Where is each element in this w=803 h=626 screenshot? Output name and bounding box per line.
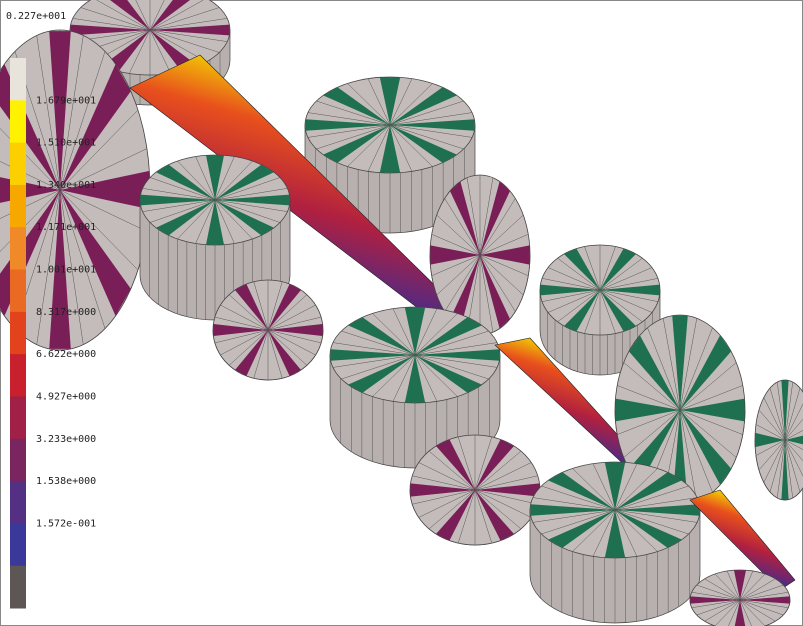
- legend-label: 1.171e+001: [36, 222, 96, 233]
- page: 1.679e+001 1.510e+001 1.340e+001 1.171e+001…: [0, 0, 803, 626]
- fea-view: 1.679e+001 1.510e+001 1.340e+001 1.171e+001…: [0, 0, 803, 626]
- roller: [530, 462, 700, 623]
- legend-swatch: [10, 354, 26, 397]
- legend-swatch: [10, 100, 26, 143]
- legend-label: 1.538e+000: [36, 476, 96, 487]
- legend-label: 3.233e+000: [36, 434, 96, 445]
- roller: [690, 570, 790, 626]
- legend-swatch: [10, 270, 26, 313]
- legend-swatch: [10, 185, 26, 228]
- legend-swatch: [10, 58, 26, 101]
- legend-label: 1.679e+001: [36, 95, 96, 106]
- legend-swatch: [10, 439, 26, 482]
- legend-swatch: [10, 227, 26, 270]
- legend-label: 1.001e+001: [36, 265, 96, 276]
- legend-label: 1.572e-001: [36, 518, 96, 529]
- legend-swatch: [10, 312, 26, 355]
- legend-label: 4.927e+000: [36, 391, 96, 402]
- legend-swatch: [10, 481, 26, 524]
- legend-title: 0.227e+001: [6, 11, 66, 22]
- roller: [410, 435, 540, 545]
- roller: [213, 280, 323, 380]
- legend-swatch: [10, 143, 26, 186]
- legend-swatch: [10, 523, 26, 566]
- legend-swatch: [10, 566, 26, 609]
- legend-label: 8.317e+000: [36, 307, 96, 318]
- legend-label: 1.340e+001: [36, 180, 96, 191]
- legend-label: 1.510e+001: [36, 138, 96, 149]
- legend-swatch: [10, 396, 26, 439]
- legend-label: 6.622e+000: [36, 349, 96, 360]
